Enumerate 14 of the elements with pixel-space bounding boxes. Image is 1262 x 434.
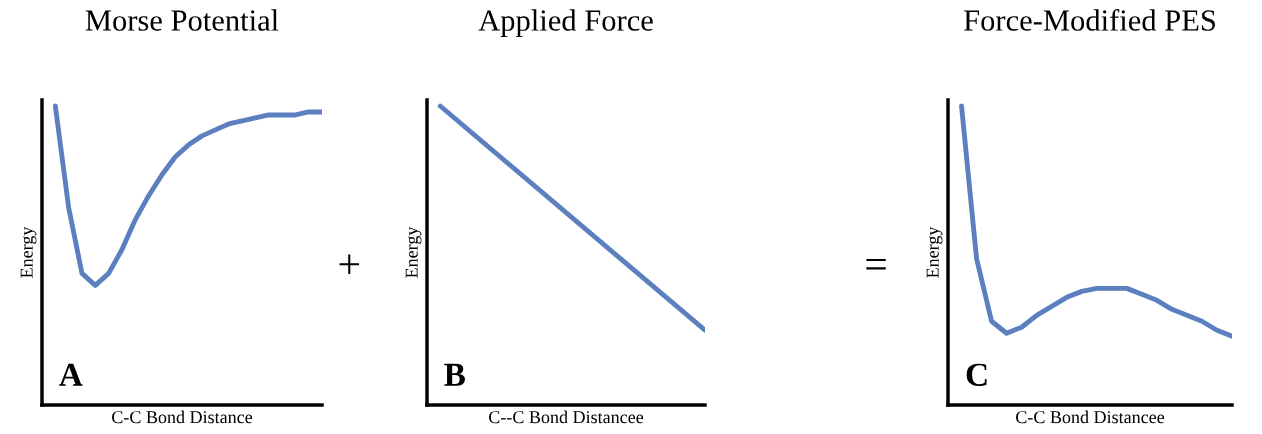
annotation: B: [444, 363, 465, 386]
x-axis-title: C-C Bond Distance: [112, 410, 253, 424]
chart-title: Morse Potential: [85, 9, 279, 31]
x-axis-title: C-C Bond Distancee: [1016, 410, 1165, 424]
text: =: [866, 258, 886, 270]
chart-title: Force-Modified PES: [964, 9, 1215, 31]
annotation: A: [59, 363, 83, 386]
y-axis-title: Energy: [20, 226, 37, 278]
y-axis-title: Energy: [405, 226, 422, 278]
y-axis-title: Energy: [926, 226, 943, 278]
annotation: +: [339, 254, 359, 274]
x-axis-title: C--C Bond Distancee: [489, 410, 644, 424]
chart-title: Applied Force: [478, 9, 653, 38]
annotation: C: [966, 363, 987, 387]
